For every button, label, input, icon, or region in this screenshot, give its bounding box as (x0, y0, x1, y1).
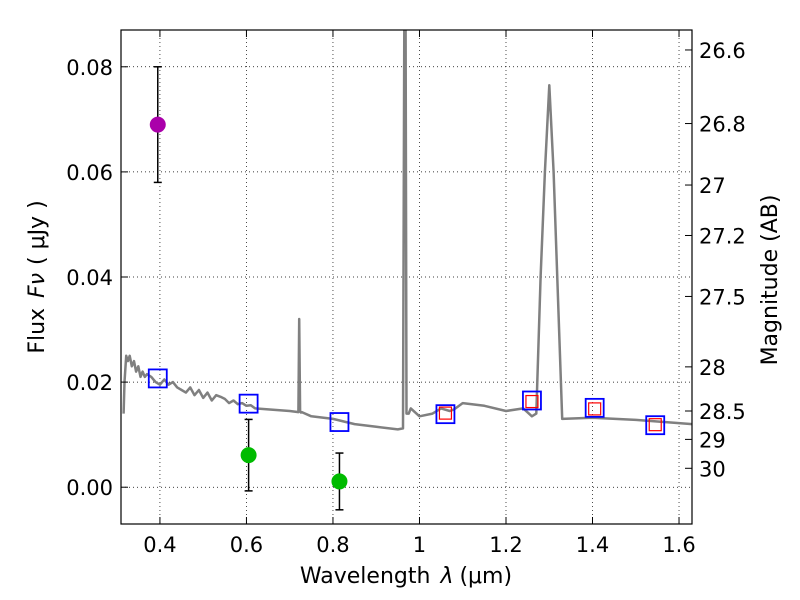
y-tick-label: 0.06 (66, 161, 113, 185)
y2-tick-label: 28.5 (699, 400, 746, 424)
y2-tick-label: 27.5 (699, 285, 746, 309)
model-band-square (147, 368, 168, 389)
model-band-square (435, 404, 456, 425)
flux-point (240, 447, 257, 464)
x-tick-label: 1.6 (662, 533, 695, 557)
y2-tick-label: 27 (699, 174, 726, 198)
model-band-square (584, 397, 605, 418)
plot-area (122, 30, 692, 511)
x-axis-label: Wavelength λ (μm) (300, 564, 512, 589)
flux-point (149, 116, 166, 133)
photometry-square (438, 406, 453, 420)
y2-tick-label: 27.2 (699, 224, 746, 248)
y2-tick-label: 26.8 (699, 113, 746, 137)
model-band-square (522, 390, 542, 411)
y-axis-label: FluxFν( μJy ) (25, 200, 50, 353)
y-tick-label: 0.02 (66, 371, 113, 395)
flux-point (331, 473, 348, 490)
sed-model-line (122, 30, 692, 431)
photometry-square (525, 394, 539, 409)
y2-axis-label: Magnitude (AB) (758, 195, 783, 366)
x-tick-label: 0.6 (230, 533, 263, 557)
x-tick-label: 0.4 (143, 533, 176, 557)
x-tick-label: 1.4 (576, 533, 609, 557)
series-layer (122, 30, 692, 511)
photometry-square (648, 418, 662, 432)
axis-ticks: 0.4 0.6 0.8 1 1.2 1.4 1.6 0.00 0.02 0.04 0.06 0.08 2… (66, 30, 746, 557)
x-tick-label: 0.8 (316, 533, 349, 557)
model-band-square (238, 393, 259, 414)
model-band-square (645, 415, 666, 436)
x-tick-label: 1.2 (489, 533, 522, 557)
model-band-square (329, 412, 350, 432)
y-tick-label: 0.04 (66, 266, 113, 290)
y2-tick-label: 26.6 (699, 39, 746, 63)
y-tick-label: 0.00 (66, 476, 113, 500)
photometry-square (588, 402, 602, 416)
y2-tick-label: 28 (699, 356, 726, 380)
x-tick-label: 1 (413, 533, 426, 557)
y2-tick-label: 30 (699, 457, 726, 481)
y2-tick-label: 29 (699, 428, 726, 452)
y-tick-label: 0.08 (66, 56, 113, 80)
